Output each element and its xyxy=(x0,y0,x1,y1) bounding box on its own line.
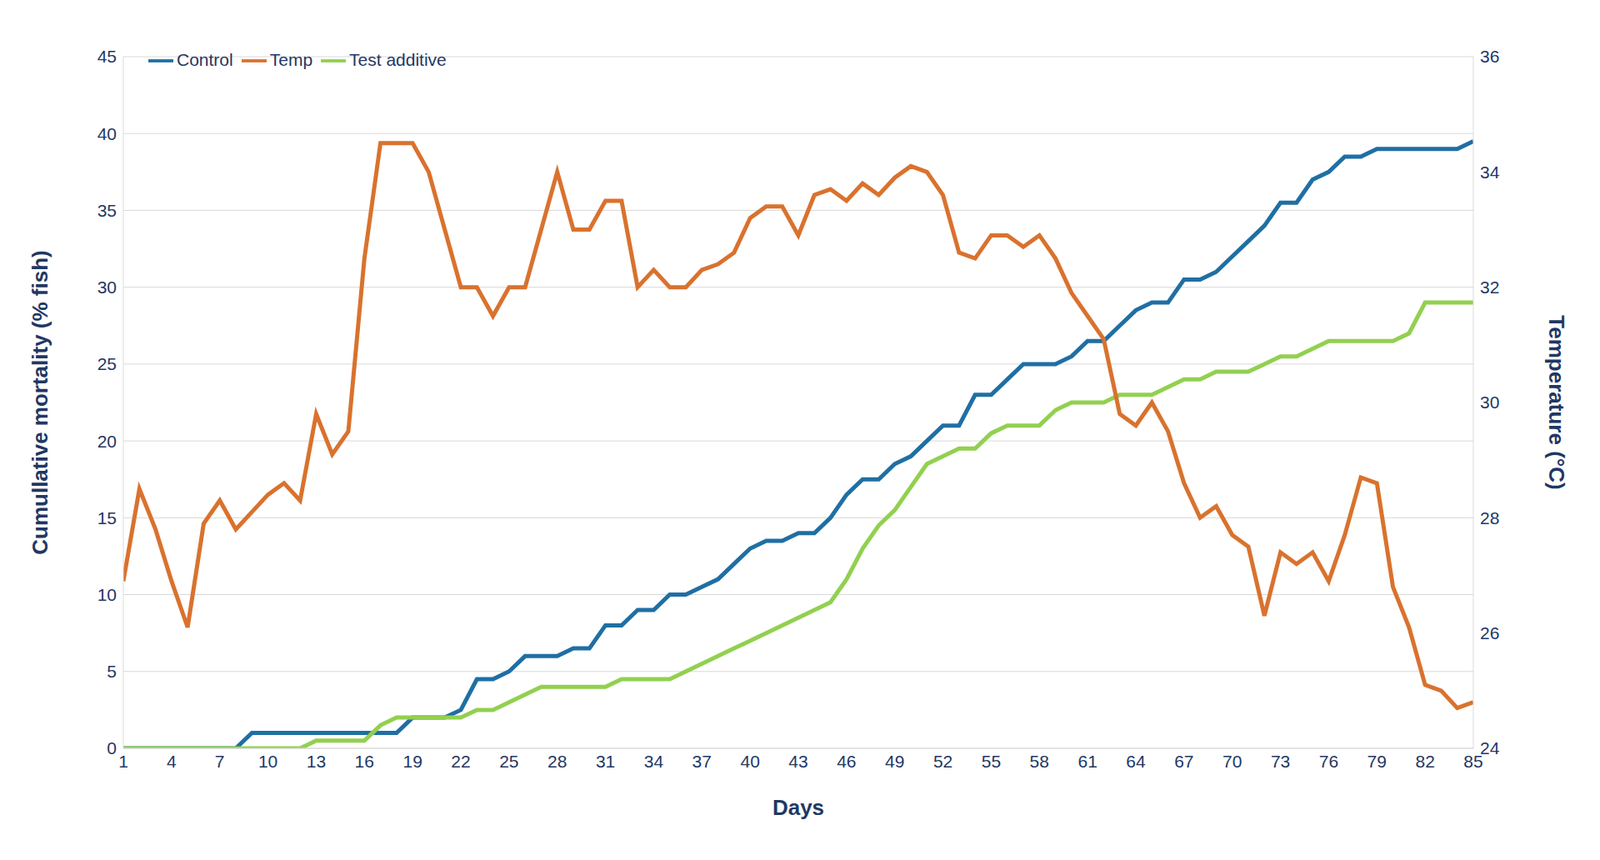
svg-text:28: 28 xyxy=(547,751,567,771)
svg-text:20: 20 xyxy=(97,431,117,451)
svg-text:Days: Days xyxy=(772,795,825,820)
svg-text:15: 15 xyxy=(97,508,117,528)
svg-text:32: 32 xyxy=(1480,277,1500,297)
html-text:Temp: Temp xyxy=(269,49,313,69)
svg-text:82: 82 xyxy=(1415,751,1435,771)
svg-text:5: 5 xyxy=(106,661,117,681)
svg-text:34: 34 xyxy=(1480,162,1500,182)
svg-text:40: 40 xyxy=(740,751,760,771)
svg-text:10: 10 xyxy=(97,585,117,605)
svg-text:76: 76 xyxy=(1319,751,1339,771)
svg-text:73: 73 xyxy=(1270,751,1290,771)
svg-text:26: 26 xyxy=(1480,623,1500,643)
svg-text:46: 46 xyxy=(836,751,856,771)
svg-text:64: 64 xyxy=(1125,751,1146,771)
html-text:Test additive: Test additive xyxy=(349,49,447,69)
svg-text:Cumullative mortality (% fish): Cumullative mortality (% fish) xyxy=(27,250,53,555)
svg-text:49: 49 xyxy=(885,751,905,771)
svg-text:1: 1 xyxy=(118,751,129,771)
svg-text:37: 37 xyxy=(692,751,712,771)
svg-text:25: 25 xyxy=(97,354,117,374)
svg-text:22: 22 xyxy=(450,751,470,771)
svg-text:4: 4 xyxy=(166,751,177,771)
svg-text:52: 52 xyxy=(933,751,953,771)
html-text:Control: Control xyxy=(176,49,234,69)
svg-text:30: 30 xyxy=(1480,392,1500,412)
svg-text:58: 58 xyxy=(1030,751,1050,771)
svg-text:25: 25 xyxy=(499,751,519,771)
svg-text:40: 40 xyxy=(97,124,117,144)
svg-text:0: 0 xyxy=(106,738,117,758)
svg-text:35: 35 xyxy=(97,200,117,220)
svg-text:16: 16 xyxy=(355,751,375,771)
svg-text:85: 85 xyxy=(1463,751,1484,771)
svg-text:19: 19 xyxy=(402,751,422,771)
svg-text:Temperature (°C): Temperature (°C) xyxy=(1544,315,1570,490)
svg-text:7: 7 xyxy=(215,751,225,771)
svg-text:43: 43 xyxy=(788,751,808,771)
svg-text:24: 24 xyxy=(1480,738,1500,758)
svg-text:67: 67 xyxy=(1174,751,1194,771)
svg-text:10: 10 xyxy=(258,751,278,771)
svg-text:28: 28 xyxy=(1480,508,1500,528)
svg-text:30: 30 xyxy=(97,277,117,297)
svg-text:36: 36 xyxy=(1480,46,1500,66)
svg-text:34: 34 xyxy=(644,751,665,771)
svg-text:55: 55 xyxy=(981,751,1001,771)
svg-text:70: 70 xyxy=(1222,751,1242,771)
svg-text:79: 79 xyxy=(1367,751,1387,771)
svg-text:61: 61 xyxy=(1077,751,1097,771)
svg-text:31: 31 xyxy=(595,751,615,771)
svg-text:45: 45 xyxy=(97,46,117,66)
svg-text:13: 13 xyxy=(306,751,326,771)
